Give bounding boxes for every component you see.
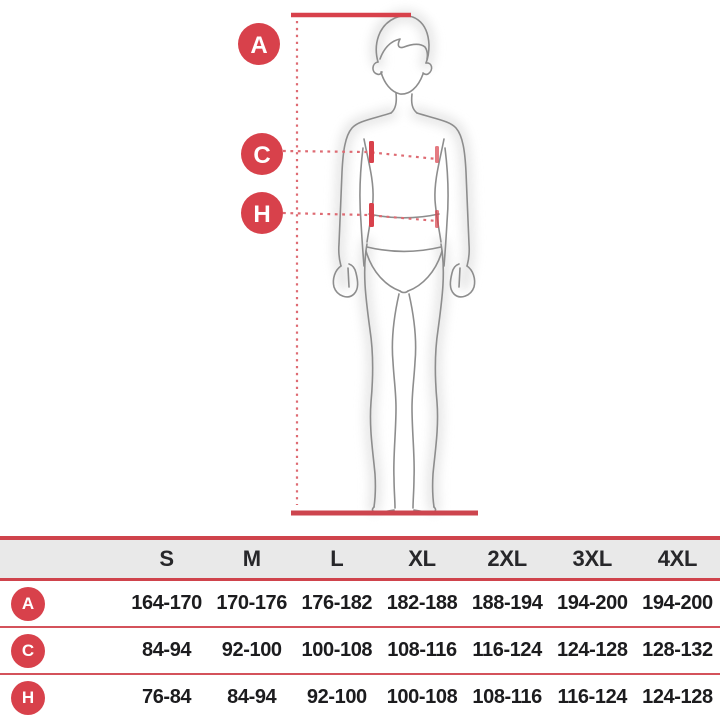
header-size-4xl: 4XL [657, 546, 698, 571]
marker-h-label: H [253, 201, 270, 228]
row-c-value-4xl: 128-132 [642, 639, 713, 661]
header-size-l: L [330, 546, 344, 571]
row-c-value-l: 100-108 [301, 639, 373, 661]
size-table: S M L XL 2XL 3XL 4XL A 164-170 170-176 1… [0, 536, 720, 720]
hip-tick-right [435, 210, 439, 228]
marker-a-circle [238, 23, 280, 65]
row-h-value-4xl: 124-128 [642, 686, 713, 708]
size-table-header: S M L XL 2XL 3XL 4XL [0, 536, 720, 581]
row-a-badge: A [11, 586, 45, 621]
row-c-value-2xl: 116-124 [472, 639, 542, 661]
left-leg-outer [363, 243, 377, 508]
briefs-band [366, 246, 442, 253]
left-finger [347, 267, 350, 288]
row-h-value-l: 92-100 [306, 686, 367, 708]
marker-bubbles: A C H [238, 23, 283, 234]
measurement-diagram: A C H [238, 9, 478, 516]
row-c-badge: C [11, 633, 45, 668]
left-leg-inner [391, 293, 400, 509]
hair-fringe [379, 38, 429, 60]
marker-h-circle [241, 192, 283, 234]
row-h-badge: H [11, 680, 45, 715]
left-shoulder-arm [337, 112, 392, 267]
left-hand [332, 263, 359, 298]
chest-tick-right [435, 146, 439, 163]
marker-a-label: A [250, 32, 267, 59]
inner-arm-left [359, 147, 365, 267]
header-size-m: M [242, 546, 261, 571]
torso-left-side [363, 138, 374, 243]
jaw-chin [380, 71, 424, 95]
row-a-value-4xl: 194-200 [642, 592, 713, 614]
row-a-value-l: 176-182 [301, 592, 373, 614]
table-row-c: C 84-94 92-100 100-108 108-116 116-124 1… [0, 628, 720, 675]
chest-tick-left [369, 141, 374, 163]
row-h-value-m: 84-94 [227, 686, 277, 708]
crotch-notch [399, 290, 409, 294]
inner-arm-right [443, 147, 449, 267]
body-diagram-svg: A C H [238, 9, 478, 516]
row-a-value-xl: 182-188 [386, 592, 458, 614]
right-finger [458, 267, 461, 288]
row-c-value-m: 92-100 [221, 639, 282, 661]
standing-figure-outline [332, 15, 476, 514]
row-c-value-xl: 108-116 [387, 639, 457, 661]
row-h-value-xl: 100-108 [386, 686, 458, 708]
row-h-value-s: 76-84 [141, 686, 192, 708]
row-a-value-s: 164-170 [131, 592, 202, 614]
briefs-right-arc [407, 250, 443, 292]
row-h-value-3xl: 116-124 [557, 686, 628, 708]
right-shoulder-arm [416, 112, 471, 267]
torso-right-side [434, 138, 445, 243]
right-leg-outer [431, 243, 445, 508]
row-a-badge-cell: A [0, 586, 124, 621]
row-h-value-2xl: 108-116 [472, 686, 542, 708]
row-a-value-m: 170-176 [216, 592, 288, 614]
header-size-3xl: 3XL [572, 546, 613, 571]
right-leg-inner [408, 293, 417, 509]
neck-left [390, 92, 398, 114]
measurement-guides [282, 12, 478, 516]
header-size-s: S [159, 546, 174, 571]
chest-dashed-line [282, 149, 438, 161]
row-c-value-3xl: 124-128 [556, 639, 628, 661]
row-c-value-s: 84-94 [141, 639, 192, 661]
figure-shadow [332, 9, 476, 514]
marker-c-circle [241, 133, 283, 175]
header-size-xl: XL [408, 546, 436, 571]
row-a-value-3xl: 194-200 [556, 592, 628, 614]
right-hand [449, 263, 476, 298]
briefs-left-arc [365, 250, 401, 292]
header-size-2xl: 2XL [487, 546, 527, 571]
row-h-badge-cell: H [0, 680, 124, 715]
neck-right [410, 93, 418, 114]
head-outline [375, 15, 430, 64]
row-c-badge-cell: C [0, 633, 124, 668]
hip-tick-left [369, 203, 374, 227]
marker-c-label: C [253, 142, 270, 169]
hip-dashed-line [282, 211, 438, 223]
right-ear [422, 62, 433, 76]
row-a-value-2xl: 188-194 [471, 592, 543, 614]
table-row-h: H 76-84 84-94 92-100 100-108 108-116 116… [0, 675, 720, 720]
table-row-a: A 164-170 170-176 176-182 182-188 188-19… [0, 581, 720, 628]
